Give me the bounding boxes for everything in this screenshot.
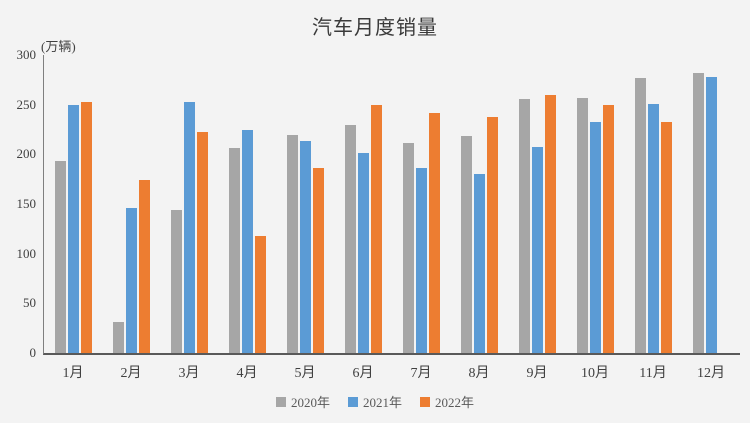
- bar-2020年-12月: [692, 72, 704, 353]
- bar-2021年-12月: [705, 76, 717, 353]
- chart-title: 汽车月度销量: [312, 17, 438, 39]
- bar-2021年-9月: [531, 147, 543, 353]
- bar-2020年-5月: [286, 135, 298, 353]
- legend-label: 2022年: [435, 395, 475, 410]
- bar-2021年-1月: [67, 104, 79, 353]
- legend: 2020年 2021年 2022年: [0, 392, 750, 411]
- bar-group-12月: 12月: [682, 55, 740, 381]
- x-axis-label-10月: 10月: [581, 366, 609, 381]
- bar-group-1月: 1月: [44, 55, 102, 381]
- bar-2021年-2月: [125, 207, 137, 353]
- bar-2022年-9月: [544, 94, 556, 353]
- bar-2020年-9月: [518, 98, 530, 353]
- x-axis-label-4月: 4月: [236, 366, 258, 381]
- x-axis-label-2月: 2月: [120, 366, 142, 381]
- bar-2022年-3月: [196, 131, 208, 353]
- bar-2021年-10月: [589, 121, 601, 353]
- bar-2020年-10月: [576, 97, 588, 353]
- bar-2021年-4月: [241, 129, 253, 353]
- y-axis-unit-label: (万辆): [41, 39, 76, 54]
- x-axis-label-11月: 11月: [639, 366, 667, 381]
- bar-2022年-10月: [602, 104, 614, 353]
- y-axis-tick-label: 100: [16, 245, 37, 261]
- bar-group-2月: 2月: [102, 55, 160, 381]
- bar-2022年-5月: [312, 168, 324, 353]
- legend-item-2020年: 2020年: [275, 392, 330, 411]
- y-axis-tick-label: 200: [16, 146, 37, 162]
- y-axis-tick-label: 300: [16, 47, 37, 62]
- x-axis-label-6月: 6月: [352, 366, 374, 381]
- bar-2021年-7月: [415, 168, 427, 353]
- bar-group-10月: 10月: [566, 55, 624, 381]
- bar-2022年-1月: [80, 101, 92, 353]
- bar-group-4月: 4月: [218, 55, 276, 381]
- x-axis-label-1月: 1月: [62, 366, 84, 381]
- bar-2020年-7月: [402, 143, 414, 353]
- legend-swatch-icon: [275, 396, 286, 407]
- y-axis-tick-label: 250: [16, 96, 37, 112]
- bar-2020年-11月: [634, 77, 646, 353]
- bar-2020年-4月: [228, 148, 240, 353]
- bar-2020年-8月: [460, 136, 472, 353]
- bar-2020年-6月: [344, 124, 356, 353]
- bar-2020年-3月: [170, 209, 182, 353]
- legend-label: 2021年: [362, 395, 402, 410]
- y-axis-tick-label: 50: [23, 295, 36, 311]
- bar-2022年-7月: [428, 112, 440, 353]
- x-axis-label-5月: 5月: [294, 366, 316, 381]
- bar-group-6月: 6月: [334, 55, 392, 381]
- bar-2021年-8月: [473, 174, 485, 353]
- bar-2022年-8月: [486, 116, 498, 353]
- legend-swatch-icon: [420, 396, 430, 407]
- x-axis-label-12月: 12月: [697, 366, 725, 381]
- bar-2020年-2月: [112, 322, 124, 353]
- bar-group-7月: 7月: [392, 55, 450, 381]
- x-axis-label-9月: 9月: [526, 366, 548, 381]
- bar-group-5月: 5月: [276, 55, 334, 381]
- y-axis-tick-label: 0: [29, 345, 37, 360]
- legend-swatch-icon: [347, 396, 358, 407]
- x-axis-label-7月: 7月: [410, 366, 432, 381]
- y-axis-tick-label: 150: [16, 196, 37, 211]
- legend-label: 2020年: [290, 395, 330, 410]
- legend-item-2022年: 2022年: [420, 392, 474, 411]
- bar-2021年-3月: [183, 101, 195, 353]
- bar-2022年-11月: [660, 121, 672, 353]
- bar-2022年-6月: [370, 104, 382, 353]
- bar-2022年-4月: [254, 235, 266, 353]
- bar-group-9月: 9月: [508, 55, 566, 381]
- bar-2021年-11月: [647, 103, 659, 353]
- bar-2022年-2月: [138, 180, 150, 353]
- bar-2021年-6月: [357, 153, 369, 353]
- plot-area: 0 50 100 150 200 250 300 1月 2月 3月 4月 5月 6月 7月 8月 9月 10月 1…: [17, 47, 740, 381]
- bar-group-11月: 11月: [624, 55, 682, 381]
- x-axis-label-8月: 8月: [468, 366, 490, 381]
- bar-2021年-5月: [299, 141, 311, 353]
- bar-group-8月: 8月: [450, 55, 508, 381]
- bar-2020年-1月: [54, 161, 66, 353]
- x-axis-label-3月: 3月: [178, 366, 200, 381]
- bar-group-3月: 3月: [160, 55, 218, 381]
- legend-item-2021年: 2021年: [347, 392, 402, 411]
